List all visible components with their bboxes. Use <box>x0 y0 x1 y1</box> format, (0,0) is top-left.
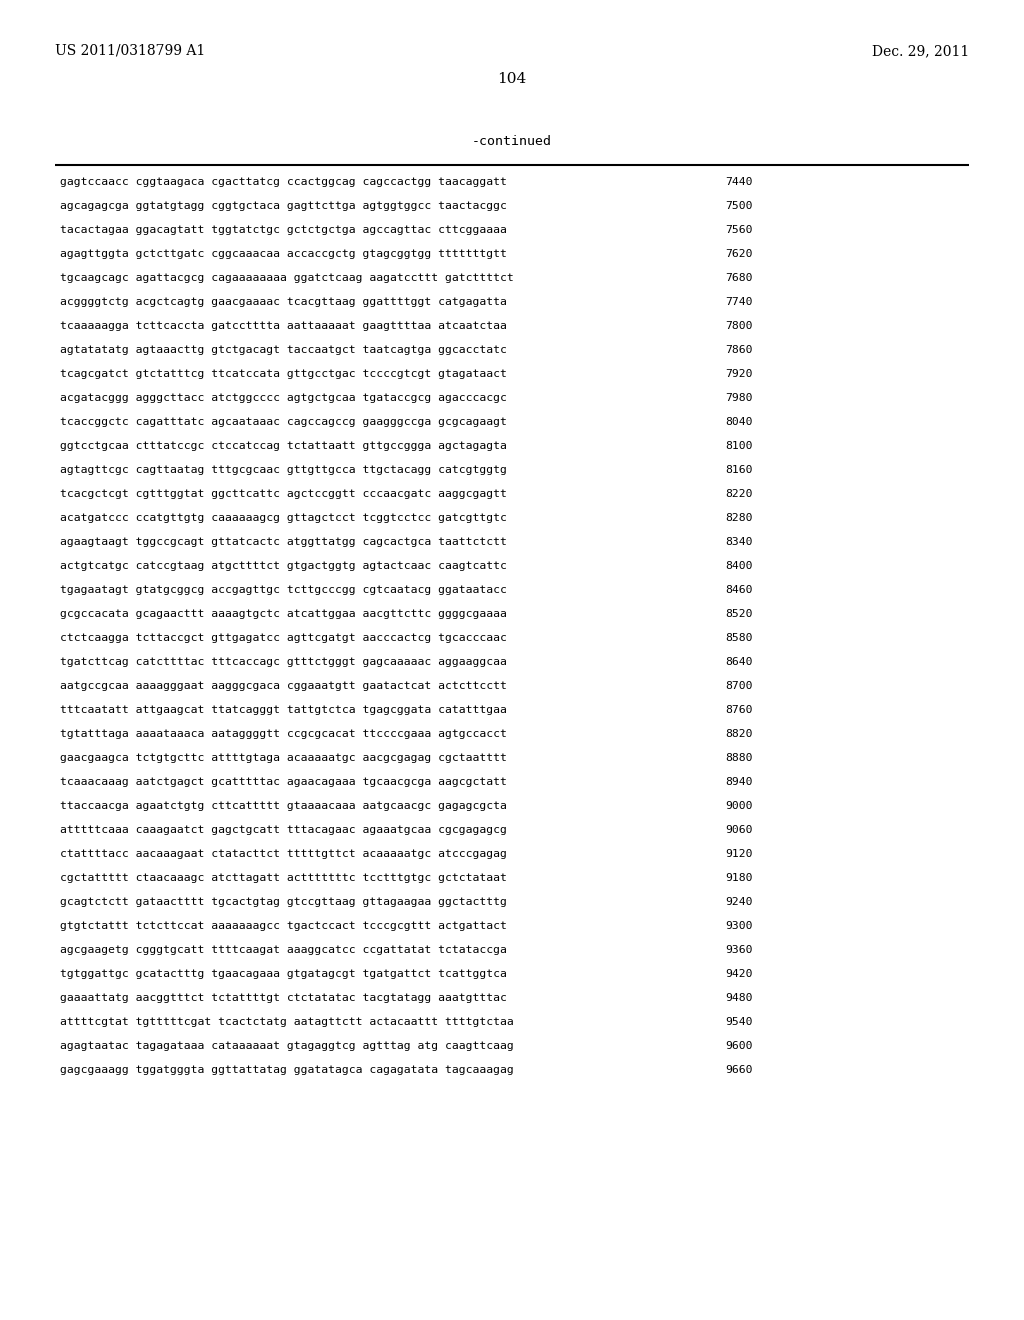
Text: 8760: 8760 <box>725 705 753 715</box>
Text: tgcaagcagc agattacgcg cagaaaaaaaa ggatctcaag aagatccttt gatcttttct: tgcaagcagc agattacgcg cagaaaaaaaa ggatct… <box>60 273 514 282</box>
Text: 9420: 9420 <box>725 969 753 979</box>
Text: 9360: 9360 <box>725 945 753 954</box>
Text: aatgccgcaa aaaagggaat aagggcgaca cggaaatgtt gaatactcat actcttcctt: aatgccgcaa aaaagggaat aagggcgaca cggaaat… <box>60 681 507 690</box>
Text: ttaccaacga agaatctgtg cttcattttt gtaaaacaaa aatgcaacgc gagagcgcta: ttaccaacga agaatctgtg cttcattttt gtaaaac… <box>60 801 507 810</box>
Text: 7740: 7740 <box>725 297 753 308</box>
Text: 7680: 7680 <box>725 273 753 282</box>
Text: gtgtctattt tctcttccat aaaaaaagcc tgactccact tcccgcgttt actgattact: gtgtctattt tctcttccat aaaaaaagcc tgactcc… <box>60 921 507 931</box>
Text: tgtatttaga aaaataaaca aataggggtt ccgcgcacat ttccccgaaa agtgccacct: tgtatttaga aaaataaaca aataggggtt ccgcgca… <box>60 729 507 739</box>
Text: 9540: 9540 <box>725 1016 753 1027</box>
Text: tcaaacaaag aatctgagct gcatttttac agaacagaaa tgcaacgcga aagcgctatt: tcaaacaaag aatctgagct gcatttttac agaacag… <box>60 777 507 787</box>
Text: tcagcgatct gtctatttcg ttcatccata gttgcctgac tccccgtcgt gtagataact: tcagcgatct gtctatttcg ttcatccata gttgcct… <box>60 370 507 379</box>
Text: 7980: 7980 <box>725 393 753 403</box>
Text: agagtaatac tagagataaa cataaaaaat gtagaggtcg agtttag atg caagttcaag: agagtaatac tagagataaa cataaaaaat gtagagg… <box>60 1041 514 1051</box>
Text: 9660: 9660 <box>725 1065 753 1074</box>
Text: agcagagcga ggtatgtagg cggtgctaca gagttcttga agtggtggcc taactacggc: agcagagcga ggtatgtagg cggtgctaca gagttct… <box>60 201 507 211</box>
Text: acgatacggg agggcttacc atctggcccc agtgctgcaa tgataccgcg agacccacgc: acgatacggg agggcttacc atctggcccc agtgctg… <box>60 393 507 403</box>
Text: gagcgaaagg tggatgggta ggttattatag ggatatagca cagagatata tagcaaagag: gagcgaaagg tggatgggta ggttattatag ggatat… <box>60 1065 514 1074</box>
Text: 9180: 9180 <box>725 873 753 883</box>
Text: gcgccacata gcagaacttt aaaagtgctc atcattggaa aacgttcttc ggggcgaaaa: gcgccacata gcagaacttt aaaagtgctc atcattg… <box>60 609 507 619</box>
Text: tacactagaa ggacagtatt tggtatctgc gctctgctga agccagttac cttcggaaaa: tacactagaa ggacagtatt tggtatctgc gctctgc… <box>60 224 507 235</box>
Text: actgtcatgc catccgtaag atgcttttct gtgactggtg agtactcaac caagtcattc: actgtcatgc catccgtaag atgcttttct gtgactg… <box>60 561 507 572</box>
Text: acggggtctg acgctcagtg gaacgaaaac tcacgttaag ggattttggt catgagatta: acggggtctg acgctcagtg gaacgaaaac tcacgtt… <box>60 297 507 308</box>
Text: 8700: 8700 <box>725 681 753 690</box>
Text: 9120: 9120 <box>725 849 753 859</box>
Text: agagttggta gctcttgatc cggcaaacaa accaccgctg gtagcggtgg tttttttgtt: agagttggta gctcttgatc cggcaaacaa accaccg… <box>60 249 507 259</box>
Text: 9300: 9300 <box>725 921 753 931</box>
Text: 8820: 8820 <box>725 729 753 739</box>
Text: gcagtctctt gataactttt tgcactgtag gtccgttaag gttagaagaa ggctactttg: gcagtctctt gataactttt tgcactgtag gtccgtt… <box>60 898 507 907</box>
Text: gaaaattatg aacggtttct tctattttgt ctctatatac tacgtatagg aaatgtttac: gaaaattatg aacggtttct tctattttgt ctctata… <box>60 993 507 1003</box>
Text: ctattttacc aacaaagaat ctatacttct tttttgttct acaaaaatgc atcccgagag: ctattttacc aacaaagaat ctatacttct tttttgt… <box>60 849 507 859</box>
Text: 7860: 7860 <box>725 345 753 355</box>
Text: 7500: 7500 <box>725 201 753 211</box>
Text: tcaccggctc cagatttatc agcaataaac cagccagccg gaagggccga gcgcagaagt: tcaccggctc cagatttatc agcaataaac cagccag… <box>60 417 507 426</box>
Text: tgagaatagt gtatgcggcg accgagttgc tcttgcccgg cgtcaatacg ggataatacc: tgagaatagt gtatgcggcg accgagttgc tcttgcc… <box>60 585 507 595</box>
Text: agcgaagetg cgggtgcatt ttttcaagat aaaggcatcc ccgattatat tctataccga: agcgaagetg cgggtgcatt ttttcaagat aaaggca… <box>60 945 507 954</box>
Text: tgtggattgc gcatactttg tgaacagaaa gtgatagcgt tgatgattct tcattggtca: tgtggattgc gcatactttg tgaacagaaa gtgatag… <box>60 969 507 979</box>
Text: 7560: 7560 <box>725 224 753 235</box>
Text: 7620: 7620 <box>725 249 753 259</box>
Text: 8100: 8100 <box>725 441 753 451</box>
Text: attttcgtat tgtttttcgat tcactctatg aatagttctt actacaattt ttttgtctaa: attttcgtat tgtttttcgat tcactctatg aatagt… <box>60 1016 514 1027</box>
Text: tcaaaaagga tcttcaccta gatcctttta aattaaaaat gaagttttaa atcaatctaa: tcaaaaagga tcttcaccta gatcctttta aattaaa… <box>60 321 507 331</box>
Text: atttttcaaa caaagaatct gagctgcatt tttacagaac agaaatgcaa cgcgagagcg: atttttcaaa caaagaatct gagctgcatt tttacag… <box>60 825 507 836</box>
Text: Dec. 29, 2011: Dec. 29, 2011 <box>871 44 969 58</box>
Text: 7800: 7800 <box>725 321 753 331</box>
Text: gaacgaagca tctgtgcttc attttgtaga acaaaaatgc aacgcgagag cgctaatttt: gaacgaagca tctgtgcttc attttgtaga acaaaaa… <box>60 752 507 763</box>
Text: tcacgctcgt cgtttggtat ggcttcattc agctccggtt cccaacgatc aaggcgagtt: tcacgctcgt cgtttggtat ggcttcattc agctccg… <box>60 488 507 499</box>
Text: acatgatccc ccatgttgtg caaaaaagcg gttagctcct tcggtcctcc gatcgttgtc: acatgatccc ccatgttgtg caaaaaagcg gttagct… <box>60 513 507 523</box>
Text: 8520: 8520 <box>725 609 753 619</box>
Text: agtagttcgc cagttaatag tttgcgcaac gttgttgcca ttgctacagg catcgtggtg: agtagttcgc cagttaatag tttgcgcaac gttgttg… <box>60 465 507 475</box>
Text: agtatatatg agtaaacttg gtctgacagt taccaatgct taatcagtga ggcacctatc: agtatatatg agtaaacttg gtctgacagt taccaat… <box>60 345 507 355</box>
Text: 8280: 8280 <box>725 513 753 523</box>
Text: cgctattttt ctaacaaagc atcttagatt actttttttc tcctttgtgc gctctataat: cgctattttt ctaacaaagc atcttagatt acttttt… <box>60 873 507 883</box>
Text: 8160: 8160 <box>725 465 753 475</box>
Text: 104: 104 <box>498 73 526 86</box>
Text: 8940: 8940 <box>725 777 753 787</box>
Text: tttcaatatt attgaagcat ttatcagggt tattgtctca tgagcggata catatttgaa: tttcaatatt attgaagcat ttatcagggt tattgtc… <box>60 705 507 715</box>
Text: tgatcttcag catcttttac tttcaccagc gtttctgggt gagcaaaaac aggaaggcaa: tgatcttcag catcttttac tttcaccagc gtttctg… <box>60 657 507 667</box>
Text: 9480: 9480 <box>725 993 753 1003</box>
Text: 9060: 9060 <box>725 825 753 836</box>
Text: 7440: 7440 <box>725 177 753 187</box>
Text: 8460: 8460 <box>725 585 753 595</box>
Text: 8640: 8640 <box>725 657 753 667</box>
Text: -continued: -continued <box>472 135 552 148</box>
Text: 8220: 8220 <box>725 488 753 499</box>
Text: 8340: 8340 <box>725 537 753 546</box>
Text: ctctcaagga tcttaccgct gttgagatcc agttcgatgt aacccactcg tgcacccaac: ctctcaagga tcttaccgct gttgagatcc agttcga… <box>60 634 507 643</box>
Text: 8580: 8580 <box>725 634 753 643</box>
Text: 8880: 8880 <box>725 752 753 763</box>
Text: US 2011/0318799 A1: US 2011/0318799 A1 <box>55 44 205 58</box>
Text: 8400: 8400 <box>725 561 753 572</box>
Text: gagtccaacc cggtaagaca cgacttatcg ccactggcag cagccactgg taacaggatt: gagtccaacc cggtaagaca cgacttatcg ccactgg… <box>60 177 507 187</box>
Text: 7920: 7920 <box>725 370 753 379</box>
Text: agaagtaagt tggccgcagt gttatcactc atggttatgg cagcactgca taattctctt: agaagtaagt tggccgcagt gttatcactc atggtta… <box>60 537 507 546</box>
Text: ggtcctgcaa ctttatccgc ctccatccag tctattaatt gttgccggga agctagagta: ggtcctgcaa ctttatccgc ctccatccag tctatta… <box>60 441 507 451</box>
Text: 9000: 9000 <box>725 801 753 810</box>
Text: 9600: 9600 <box>725 1041 753 1051</box>
Text: 8040: 8040 <box>725 417 753 426</box>
Text: 9240: 9240 <box>725 898 753 907</box>
